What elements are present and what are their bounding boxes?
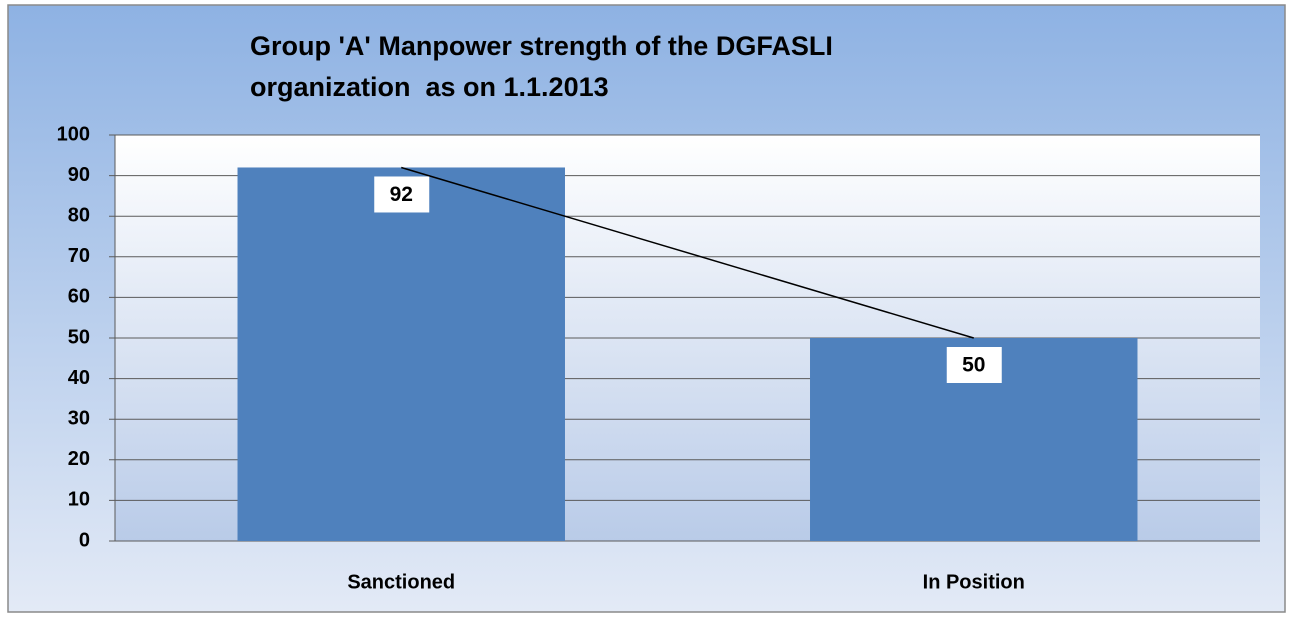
data-label-box: [946, 347, 1002, 383]
y-tick-label: 50: [68, 326, 90, 348]
chart-title: Group 'A' Manpower strength of the DGFAS…: [250, 31, 833, 61]
data-label-box: [374, 176, 430, 213]
y-tick-label: 80: [68, 204, 90, 226]
y-tick-label: 0: [79, 529, 90, 551]
data-label: 92: [390, 183, 413, 206]
x-tick-label: In Position: [923, 571, 1025, 593]
bar: [237, 167, 565, 542]
y-tick-label: 70: [68, 245, 90, 267]
y-tick-label: 90: [68, 164, 90, 186]
y-tick-label: 10: [68, 489, 90, 511]
chart-title: organization as on 1.1.2013: [250, 72, 609, 102]
data-label: 50: [962, 354, 985, 377]
y-tick-label: 20: [68, 448, 90, 470]
x-tick-label: Sanctioned: [347, 571, 455, 593]
y-tick-label: 100: [57, 123, 90, 145]
y-tick-label: 30: [68, 407, 90, 429]
trend-line: [401, 166, 974, 339]
y-tick-label: 60: [68, 286, 90, 308]
y-tick-label: 40: [68, 367, 90, 389]
